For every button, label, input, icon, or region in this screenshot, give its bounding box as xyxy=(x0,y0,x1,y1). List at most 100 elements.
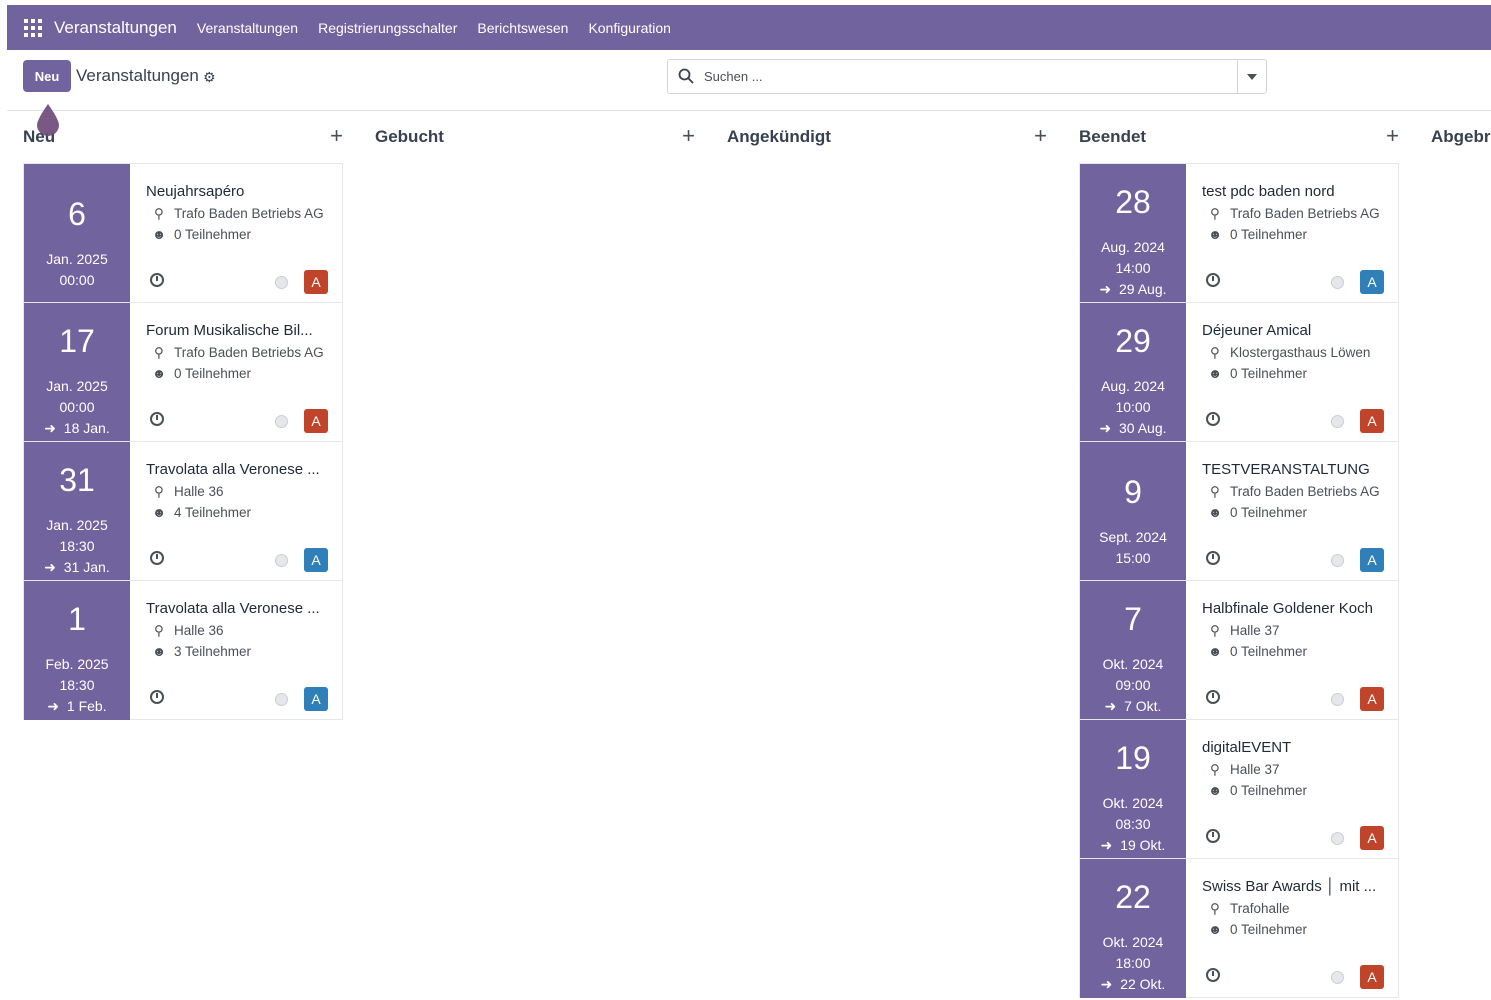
map-marker-icon: ⚲ xyxy=(1210,345,1220,360)
event-card[interactable]: 28 Aug. 2024 14:00 ➜ 29 Aug. test pdc baden … xyxy=(1079,163,1399,303)
event-card[interactable]: 9 Sept. 2024 15:00 TESTVERANSTALTUNG ⚲ Trafo … xyxy=(1079,441,1399,581)
event-card[interactable]: 19 Okt. 2024 08:30 ➜ 19 Okt. digitalEVENT ⚲ Ha… xyxy=(1079,719,1399,859)
clock-icon[interactable] xyxy=(1206,273,1220,287)
app-grid-icon[interactable] xyxy=(24,18,42,37)
event-attendees-label: 0 Teilnehmer xyxy=(1230,922,1308,937)
clock-icon[interactable] xyxy=(1206,551,1220,565)
avatar[interactable]: A xyxy=(1360,687,1384,711)
clock-icon[interactable] xyxy=(150,412,164,426)
avatar[interactable]: A xyxy=(1360,548,1384,572)
gear-icon[interactable]: ⚙ xyxy=(203,69,216,85)
add-card-icon[interactable]: + xyxy=(1034,123,1047,148)
users-icon: ☻ xyxy=(1208,505,1223,520)
column-header: Abgebrochen xyxy=(1431,111,1491,163)
status-dot[interactable] xyxy=(1331,276,1344,289)
event-end-label: 29 Aug. xyxy=(1119,281,1167,297)
avatar[interactable]: A xyxy=(304,409,328,433)
map-marker-icon: ⚲ xyxy=(1210,901,1220,916)
event-title[interactable]: Forum Musikalische Bil... xyxy=(146,322,313,339)
clock-icon[interactable] xyxy=(150,551,164,565)
column-header: Beendet + xyxy=(1079,111,1399,163)
search-options-toggle[interactable] xyxy=(1237,60,1266,93)
add-card-icon[interactable]: + xyxy=(330,123,343,148)
status-dot[interactable] xyxy=(275,415,288,428)
event-location-label: Halle 36 xyxy=(174,623,224,638)
event-card[interactable]: 6 Jan. 2025 00:00 Neujahrsapéro ⚲ Trafo Baden… xyxy=(23,163,343,303)
users-icon: ☻ xyxy=(152,227,167,242)
avatar[interactable]: A xyxy=(304,687,328,711)
new-button[interactable]: Neu xyxy=(23,60,71,92)
status-dot[interactable] xyxy=(275,276,288,289)
event-title[interactable]: Halbfinale Goldener Koch xyxy=(1202,600,1373,617)
event-card-body: digitalEVENT ⚲ Halle 37 ☻ 0 Teilnehmer A xyxy=(1202,720,1384,859)
clock-icon[interactable] xyxy=(150,690,164,704)
cursor-drop-icon xyxy=(37,104,59,136)
column-title[interactable]: Angekündigt xyxy=(727,127,831,146)
control-panel: Neu Veranstaltungen ⚙ Suchen ... xyxy=(7,50,1491,111)
avatar[interactable]: A xyxy=(1360,409,1384,433)
event-title[interactable]: Swiss Bar Awards │ mit ... xyxy=(1202,878,1377,895)
menu-registrierungsschalter[interactable]: Registrierungsschalter xyxy=(318,19,458,36)
status-dot[interactable] xyxy=(1331,832,1344,845)
status-dot[interactable] xyxy=(1331,971,1344,984)
event-title[interactable]: Neujahrsapéro xyxy=(146,183,245,200)
add-card-icon[interactable]: + xyxy=(1386,123,1399,148)
avatar[interactable]: A xyxy=(304,270,328,294)
clock-icon[interactable] xyxy=(1206,412,1220,426)
event-date-box: 17 Jan. 2025 00:00 ➜ 18 Jan. xyxy=(24,303,130,442)
event-card[interactable]: 22 Okt. 2024 18:00 ➜ 22 Okt. Swiss Bar Award… xyxy=(1079,858,1399,998)
event-title[interactable]: Travolata alla Veronese ... xyxy=(146,600,320,617)
map-marker-icon: ⚲ xyxy=(1210,762,1220,777)
avatar[interactable]: A xyxy=(304,548,328,572)
avatar[interactable]: A xyxy=(1360,826,1384,850)
event-card-body: Neujahrsapéro ⚲ Trafo Baden Betriebs AG ☻ 0 … xyxy=(146,164,328,303)
event-location: ⚲ Halle 36 xyxy=(152,484,223,500)
event-title[interactable]: digitalEVENT xyxy=(1202,739,1292,756)
page-title: Veranstaltungen xyxy=(76,66,199,85)
event-card-body: Forum Musikalische Bil... ⚲ Trafo Baden Be… xyxy=(146,303,328,442)
menu-berichtswesen[interactable]: Berichtswesen xyxy=(477,19,569,36)
search-placeholder: Suchen ... xyxy=(704,69,763,84)
event-card[interactable]: 1 Feb. 2025 18:30 ➜ 1 Feb. Travolata alla Ve… xyxy=(23,580,343,720)
event-card[interactable]: 7 Okt. 2024 09:00 ➜ 7 Okt. Halbfinale Golden… xyxy=(1079,580,1399,720)
event-day: 9 xyxy=(1124,474,1142,510)
column-title[interactable]: Abgebrochen xyxy=(1431,127,1491,146)
clock-icon[interactable] xyxy=(1206,968,1220,982)
status-dot[interactable] xyxy=(275,554,288,567)
status-dot[interactable] xyxy=(1331,554,1344,567)
event-month: Jan. 2025 xyxy=(46,378,108,394)
column-title[interactable]: Gebucht xyxy=(375,127,444,146)
event-card[interactable]: 31 Jan. 2025 18:30 ➜ 31 Jan. Travolata alla … xyxy=(23,441,343,581)
event-attendees-label: 0 Teilnehmer xyxy=(1230,366,1308,381)
event-card[interactable]: 17 Jan. 2025 00:00 ➜ 18 Jan. Forum Musikalis… xyxy=(23,302,343,442)
menu-veranstaltungen[interactable]: Veranstaltungen xyxy=(196,19,299,36)
event-title[interactable]: Déjeuner Amical xyxy=(1202,322,1312,339)
event-location-label: Trafo Baden Betriebs AG xyxy=(1230,206,1380,221)
clock-icon[interactable] xyxy=(150,273,164,287)
status-dot[interactable] xyxy=(1331,415,1344,428)
event-month: Sept. 2024 xyxy=(1099,529,1167,545)
event-title[interactable]: TESTVERANSTALTUNG xyxy=(1202,461,1370,478)
event-end-date: ➜ 30 Aug. xyxy=(1080,420,1186,437)
event-card[interactable]: 29 Aug. 2024 10:00 ➜ 30 Aug. Déjeuner Amical… xyxy=(1079,302,1399,442)
kanban-board: Neu + 6 Jan. 2025 00:00 Neujahrsapéro ⚲ Trafo B… xyxy=(7,111,1491,1000)
event-location-label: Halle 37 xyxy=(1230,623,1280,638)
add-card-icon[interactable]: + xyxy=(682,123,695,148)
event-title[interactable]: test pdc baden nord xyxy=(1202,183,1335,200)
avatar[interactable]: A xyxy=(1360,965,1384,989)
event-location-label: Trafo Baden Betriebs AG xyxy=(1230,484,1380,499)
event-day: 29 xyxy=(1115,323,1151,359)
arrow-right-icon: ➜ xyxy=(44,420,56,436)
status-dot[interactable] xyxy=(275,693,288,706)
event-end-label: 18 Jan. xyxy=(63,420,110,436)
event-time: 00:00 xyxy=(59,272,95,288)
search-input[interactable]: Suchen ... xyxy=(667,59,1267,94)
column-title[interactable]: Beendet xyxy=(1079,127,1147,146)
avatar[interactable]: A xyxy=(1360,270,1384,294)
status-dot[interactable] xyxy=(1331,693,1344,706)
menu-konfiguration[interactable]: Konfiguration xyxy=(588,19,671,36)
clock-icon[interactable] xyxy=(1206,829,1220,843)
clock-icon[interactable] xyxy=(1206,690,1220,704)
app-brand[interactable]: Veranstaltungen xyxy=(54,17,177,37)
event-title[interactable]: Travolata alla Veronese ... xyxy=(146,461,320,478)
